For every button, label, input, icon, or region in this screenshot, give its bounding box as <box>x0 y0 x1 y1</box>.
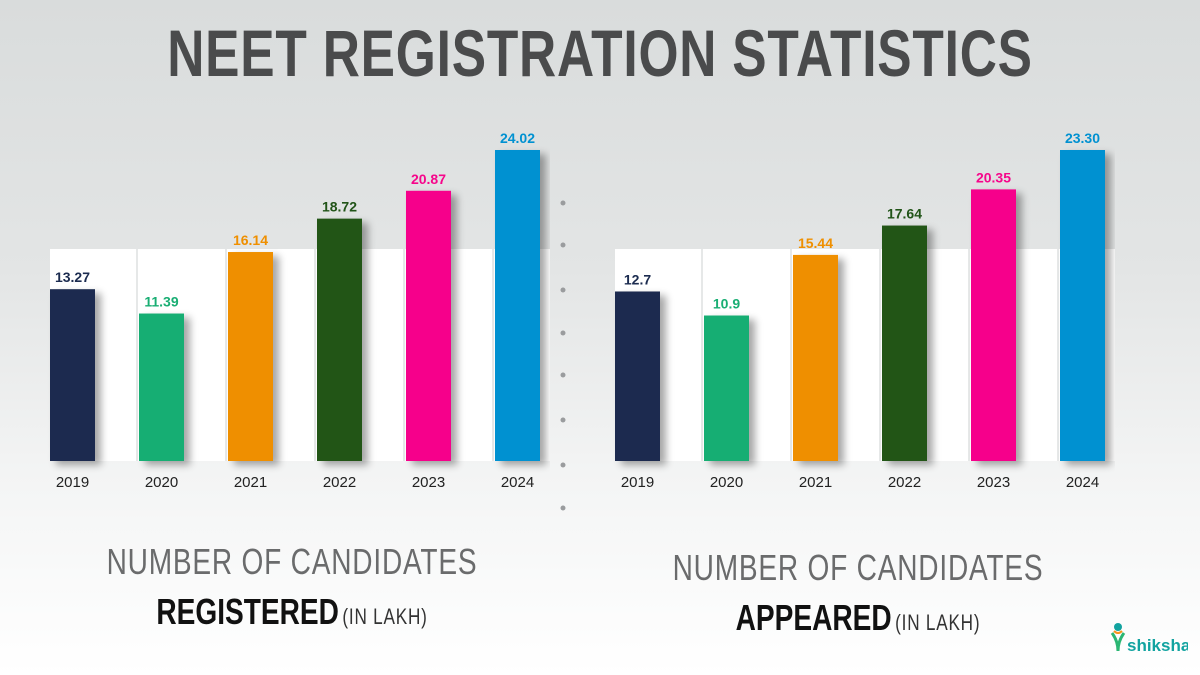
column-separator <box>1057 249 1059 461</box>
plot-panel <box>615 249 1115 461</box>
x-tick-2021: 2021 <box>799 474 832 491</box>
x-tick-2020: 2020 <box>145 474 178 491</box>
value-label-2021: 15.44 <box>798 235 833 251</box>
column-separator <box>701 249 703 461</box>
x-tick-2024: 2024 <box>501 474 534 491</box>
dotted-divider <box>560 200 566 511</box>
column-separator <box>225 249 227 461</box>
caption-unit: (IN LAKH) <box>342 604 428 629</box>
x-tick-2021: 2021 <box>234 474 267 491</box>
caption-line: NUMBER OF CANDIDATES <box>672 547 1044 588</box>
shiksha-logo: shiksha <box>1110 623 1188 655</box>
chart-title: NEET REGISTRATION STATISTICS <box>167 16 1033 90</box>
caption-emphasis: APPEARED (IN LAKH) <box>640 596 1077 648</box>
column-separator <box>790 249 792 461</box>
column-separator <box>314 249 316 461</box>
bar-2024 <box>1060 150 1105 461</box>
x-tick-2023: 2023 <box>412 474 445 491</box>
x-tick-2024: 2024 <box>1066 474 1099 491</box>
x-tick-2023: 2023 <box>977 474 1010 491</box>
x-tick-2022: 2022 <box>323 474 356 491</box>
value-label-2019: 12.7 <box>624 271 651 287</box>
bar-2020 <box>139 313 184 461</box>
column-separator <box>968 249 970 461</box>
value-label-2023: 20.35 <box>976 169 1011 185</box>
value-label-2024: 24.02 <box>500 130 535 146</box>
caption-registered: NUMBER OF CANDIDATES REGISTERED (IN LAKH… <box>12 540 572 642</box>
value-label-2022: 18.72 <box>322 199 357 215</box>
bar-2020 <box>704 315 749 461</box>
caption-bold-word: APPEARED <box>735 597 892 638</box>
bar-2019 <box>50 289 95 461</box>
value-label-2019: 13.27 <box>55 269 90 285</box>
chart-registered: 13.27 2019 11.39 2020 16.14 2021 18.72 2022 20.8… <box>50 130 550 491</box>
x-tick-2020: 2020 <box>710 474 743 491</box>
bar-2023 <box>406 190 451 461</box>
value-label-2020: 10.9 <box>713 296 740 312</box>
value-label-2021: 16.14 <box>233 232 268 248</box>
bar-2021 <box>228 252 273 461</box>
value-label-2020: 11.39 <box>144 294 178 310</box>
caption-line: NUMBER OF CANDIDATES <box>106 541 478 582</box>
value-label-2024: 23.30 <box>1065 130 1100 146</box>
chart-appeared: 12.7 2019 10.9 2020 15.44 2021 17.64 2022 20.35 2… <box>615 130 1115 491</box>
plot-panel <box>50 249 550 461</box>
value-label-2022: 17.64 <box>887 206 922 222</box>
bar-2019 <box>615 291 660 461</box>
x-tick-2019: 2019 <box>621 474 654 491</box>
shiksha-logo-text: shiksha <box>1127 636 1188 655</box>
caption-appeared: NUMBER OF CANDIDATES APPEARED (IN LAKH) <box>578 546 1138 648</box>
x-tick-2022: 2022 <box>888 474 921 491</box>
caption-unit: (IN LAKH) <box>895 610 981 635</box>
column-separator <box>879 249 881 461</box>
column-separator <box>492 249 494 461</box>
bar-2023 <box>971 189 1016 461</box>
x-tick-2019: 2019 <box>56 474 89 491</box>
value-label-2023: 20.87 <box>411 171 446 187</box>
bar-2022 <box>317 218 362 461</box>
caption-bold-word: REGISTERED <box>156 591 339 632</box>
bar-2021 <box>793 254 838 461</box>
bar-2024 <box>495 150 540 461</box>
column-separator <box>403 249 405 461</box>
bar-2022 <box>882 225 927 461</box>
column-separator <box>136 249 138 461</box>
caption-emphasis: REGISTERED (IN LAKH) <box>74 590 511 642</box>
